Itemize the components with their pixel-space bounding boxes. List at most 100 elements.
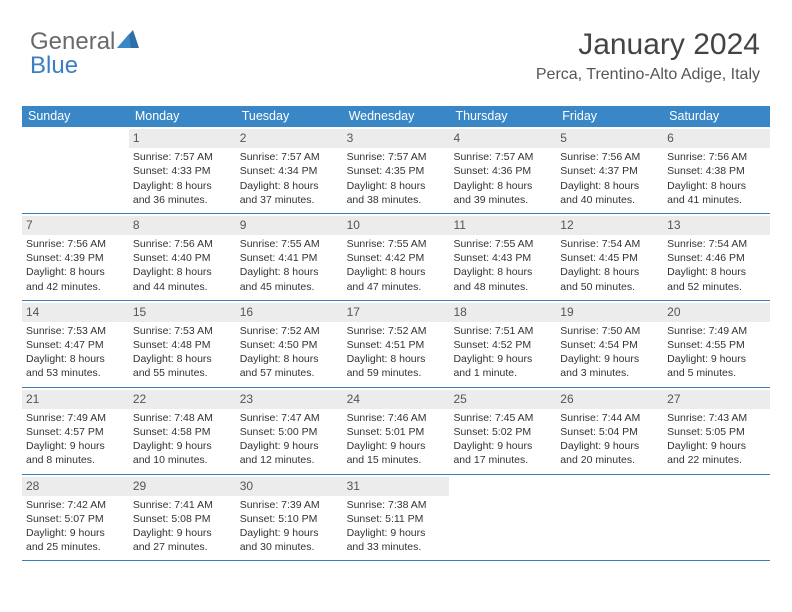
day-cell: 16Sunrise: 7:52 AMSunset: 4:50 PMDayligh… (236, 301, 343, 387)
daylight-text: and 17 minutes. (453, 453, 552, 467)
daylight-text: Daylight: 8 hours (133, 265, 232, 279)
sunset-text: Sunset: 4:42 PM (347, 251, 446, 265)
day-number: 13 (663, 216, 770, 235)
sunset-text: Sunset: 5:04 PM (560, 425, 659, 439)
day-number: 5 (556, 129, 663, 148)
sunset-text: Sunset: 4:33 PM (133, 164, 232, 178)
day-number: 18 (449, 303, 556, 322)
daylight-text: and 41 minutes. (667, 193, 766, 207)
daylight-text: Daylight: 9 hours (26, 439, 125, 453)
day-number: 3 (343, 129, 450, 148)
day-number (663, 477, 770, 480)
sunset-text: Sunset: 5:00 PM (240, 425, 339, 439)
daylight-text: and 59 minutes. (347, 366, 446, 380)
sunrise-text: Sunrise: 7:41 AM (133, 498, 232, 512)
daylight-text: Daylight: 9 hours (667, 439, 766, 453)
daylight-text: Daylight: 8 hours (133, 179, 232, 193)
week-row: 14Sunrise: 7:53 AMSunset: 4:47 PMDayligh… (22, 301, 770, 388)
day-cell: 11Sunrise: 7:55 AMSunset: 4:43 PMDayligh… (449, 214, 556, 300)
daylight-text: Daylight: 8 hours (347, 352, 446, 366)
sunrise-text: Sunrise: 7:57 AM (453, 150, 552, 164)
day-cell: 4Sunrise: 7:57 AMSunset: 4:36 PMDaylight… (449, 127, 556, 213)
sunrise-text: Sunrise: 7:56 AM (133, 237, 232, 251)
daylight-text: and 20 minutes. (560, 453, 659, 467)
daylight-text: and 55 minutes. (133, 366, 232, 380)
daylight-text: and 48 minutes. (453, 280, 552, 294)
sunset-text: Sunset: 4:45 PM (560, 251, 659, 265)
sunrise-text: Sunrise: 7:53 AM (133, 324, 232, 338)
daylight-text: and 53 minutes. (26, 366, 125, 380)
day-cell: 1Sunrise: 7:57 AMSunset: 4:33 PMDaylight… (129, 127, 236, 213)
sunrise-text: Sunrise: 7:57 AM (240, 150, 339, 164)
day-cell (449, 475, 556, 561)
daylight-text: and 8 minutes. (26, 453, 125, 467)
sunrise-text: Sunrise: 7:47 AM (240, 411, 339, 425)
day-cell: 25Sunrise: 7:45 AMSunset: 5:02 PMDayligh… (449, 388, 556, 474)
day-cell: 18Sunrise: 7:51 AMSunset: 4:52 PMDayligh… (449, 301, 556, 387)
daylight-text: Daylight: 9 hours (240, 439, 339, 453)
day-cell: 17Sunrise: 7:52 AMSunset: 4:51 PMDayligh… (343, 301, 450, 387)
sunset-text: Sunset: 4:58 PM (133, 425, 232, 439)
day-cell: 6Sunrise: 7:56 AMSunset: 4:38 PMDaylight… (663, 127, 770, 213)
sunset-text: Sunset: 5:08 PM (133, 512, 232, 526)
sunrise-text: Sunrise: 7:55 AM (240, 237, 339, 251)
daylight-text: and 52 minutes. (667, 280, 766, 294)
daylight-text: and 27 minutes. (133, 540, 232, 554)
daylight-text: Daylight: 9 hours (453, 439, 552, 453)
sunrise-text: Sunrise: 7:56 AM (667, 150, 766, 164)
daylight-text: Daylight: 9 hours (347, 526, 446, 540)
calendar-table: Sunday Monday Tuesday Wednesday Thursday… (22, 106, 770, 561)
day-cell: 2Sunrise: 7:57 AMSunset: 4:34 PMDaylight… (236, 127, 343, 213)
day-cell (556, 475, 663, 561)
day-cell: 12Sunrise: 7:54 AMSunset: 4:45 PMDayligh… (556, 214, 663, 300)
daylight-text: Daylight: 8 hours (453, 265, 552, 279)
day-number: 24 (343, 390, 450, 409)
sunrise-text: Sunrise: 7:56 AM (560, 150, 659, 164)
sunset-text: Sunset: 5:11 PM (347, 512, 446, 526)
day-number: 19 (556, 303, 663, 322)
day-cell: 13Sunrise: 7:54 AMSunset: 4:46 PMDayligh… (663, 214, 770, 300)
sunrise-text: Sunrise: 7:49 AM (667, 324, 766, 338)
brand-part2: Blue (30, 52, 78, 79)
sunset-text: Sunset: 4:37 PM (560, 164, 659, 178)
daylight-text: and 15 minutes. (347, 453, 446, 467)
day-number: 26 (556, 390, 663, 409)
daylight-text: and 36 minutes. (133, 193, 232, 207)
weekday-header: Wednesday (343, 106, 450, 127)
day-number: 23 (236, 390, 343, 409)
daylight-text: Daylight: 8 hours (347, 179, 446, 193)
day-cell: 10Sunrise: 7:55 AMSunset: 4:42 PMDayligh… (343, 214, 450, 300)
day-cell: 23 Sunrise: 7:47 AMSunset: 5:00 PMDayligh… (236, 388, 343, 474)
daylight-text: Daylight: 8 hours (240, 352, 339, 366)
daylight-text: Daylight: 8 hours (240, 265, 339, 279)
sunrise-text: Sunrise: 7:56 AM (26, 237, 125, 251)
sunset-text: Sunset: 4:38 PM (667, 164, 766, 178)
daylight-text: and 40 minutes. (560, 193, 659, 207)
sunrise-text: Sunrise: 7:51 AM (453, 324, 552, 338)
sunset-text: Sunset: 4:39 PM (26, 251, 125, 265)
day-number: 12 (556, 216, 663, 235)
daylight-text: and 45 minutes. (240, 280, 339, 294)
sunrise-text: Sunrise: 7:48 AM (133, 411, 232, 425)
daylight-text: Daylight: 8 hours (667, 179, 766, 193)
day-cell (22, 127, 129, 213)
daylight-text: Daylight: 8 hours (667, 265, 766, 279)
day-number (22, 129, 129, 132)
sunset-text: Sunset: 4:50 PM (240, 338, 339, 352)
sunrise-text: Sunrise: 7:54 AM (667, 237, 766, 251)
day-number: 21 (22, 390, 129, 409)
day-number: 30 (236, 477, 343, 496)
weekday-header: Sunday (22, 106, 129, 127)
daylight-text: and 33 minutes. (347, 540, 446, 554)
logo-triangle-icon (117, 30, 139, 48)
sunrise-text: Sunrise: 7:44 AM (560, 411, 659, 425)
day-number: 22 (129, 390, 236, 409)
daylight-text: Daylight: 8 hours (133, 352, 232, 366)
daylight-text: Daylight: 8 hours (560, 265, 659, 279)
day-number: 1 (129, 129, 236, 148)
day-number: 20 (663, 303, 770, 322)
sunrise-text: Sunrise: 7:42 AM (26, 498, 125, 512)
page-title: January 2024 Perca, Trentino-Alto Adige,… (536, 28, 760, 84)
sunrise-text: Sunrise: 7:39 AM (240, 498, 339, 512)
day-cell: 30Sunrise: 7:39 AMSunset: 5:10 PMDayligh… (236, 475, 343, 561)
